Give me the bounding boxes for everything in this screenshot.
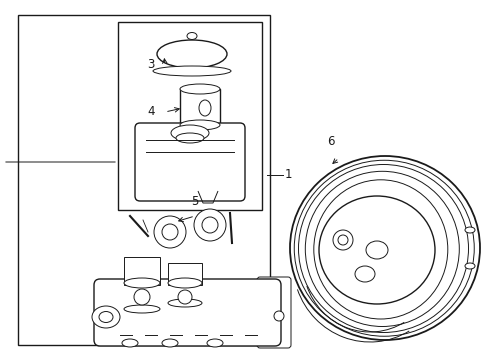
Text: 4: 4: [147, 105, 155, 118]
Circle shape: [154, 216, 185, 248]
Ellipse shape: [199, 100, 210, 116]
Ellipse shape: [186, 32, 197, 40]
Ellipse shape: [289, 156, 479, 340]
Ellipse shape: [365, 241, 387, 259]
Circle shape: [273, 311, 284, 321]
Ellipse shape: [168, 299, 202, 307]
Ellipse shape: [157, 40, 226, 68]
Circle shape: [332, 230, 352, 250]
Circle shape: [337, 235, 347, 245]
FancyBboxPatch shape: [257, 277, 290, 348]
Ellipse shape: [354, 266, 374, 282]
Bar: [168, 263, 202, 285]
FancyBboxPatch shape: [135, 123, 244, 201]
Ellipse shape: [180, 84, 220, 94]
Circle shape: [202, 217, 218, 233]
Ellipse shape: [122, 339, 138, 347]
Ellipse shape: [162, 339, 178, 347]
Bar: [180, 89, 220, 127]
Ellipse shape: [171, 125, 208, 141]
Text: 1: 1: [285, 168, 292, 181]
Bar: [124, 257, 160, 285]
Text: 6: 6: [326, 135, 334, 148]
Ellipse shape: [318, 196, 434, 304]
FancyBboxPatch shape: [94, 279, 281, 346]
Ellipse shape: [124, 278, 160, 288]
Ellipse shape: [464, 227, 474, 233]
Bar: [118, 22, 262, 210]
Ellipse shape: [92, 306, 120, 328]
Ellipse shape: [464, 263, 474, 269]
Ellipse shape: [176, 133, 203, 143]
Ellipse shape: [206, 339, 223, 347]
Ellipse shape: [180, 120, 220, 130]
Circle shape: [162, 224, 178, 240]
Text: 3: 3: [147, 58, 155, 72]
Ellipse shape: [124, 305, 160, 313]
Bar: [18, 15, 269, 345]
Ellipse shape: [168, 278, 202, 288]
Text: 5: 5: [191, 195, 198, 208]
Circle shape: [194, 209, 225, 241]
Ellipse shape: [99, 311, 113, 323]
Circle shape: [134, 289, 150, 305]
Ellipse shape: [153, 66, 230, 76]
Circle shape: [178, 290, 192, 304]
